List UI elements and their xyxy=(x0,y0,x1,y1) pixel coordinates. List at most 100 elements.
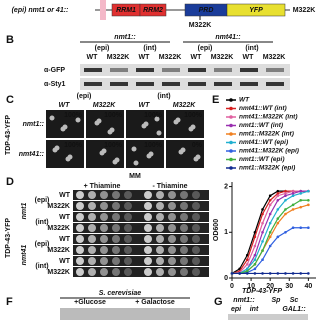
legend-marker xyxy=(229,149,233,153)
title-label: TDP-43-YFP xyxy=(242,288,282,295)
point xyxy=(284,194,287,198)
spot xyxy=(168,213,176,221)
point xyxy=(268,212,272,216)
legend-marker xyxy=(229,140,233,145)
plate-row xyxy=(73,245,209,255)
point xyxy=(276,198,280,202)
strain-label: WT xyxy=(59,258,71,265)
percent-label: 100% xyxy=(64,142,83,149)
panel-letter: F xyxy=(6,296,13,308)
spot xyxy=(112,257,120,265)
blot xyxy=(80,64,290,76)
cell xyxy=(107,129,113,135)
spot xyxy=(112,202,120,210)
spot xyxy=(180,202,188,210)
point xyxy=(299,198,303,202)
point xyxy=(276,235,280,239)
plate-row xyxy=(73,267,209,277)
plate xyxy=(228,314,308,320)
legend-marker xyxy=(229,132,233,136)
spot xyxy=(144,213,152,221)
spot xyxy=(76,235,84,243)
subgroup-label: (epi) xyxy=(77,93,92,100)
point xyxy=(245,269,249,273)
spot xyxy=(76,213,84,221)
point xyxy=(268,194,272,198)
point xyxy=(284,272,287,275)
spot xyxy=(156,213,164,221)
band xyxy=(136,82,154,86)
percent-label: 100% xyxy=(104,112,123,119)
lane-label: WT xyxy=(87,54,99,61)
lane-label: WT xyxy=(191,54,203,61)
panel-letter: D xyxy=(6,176,14,188)
point xyxy=(268,244,272,248)
spot xyxy=(156,191,164,199)
band xyxy=(110,82,128,86)
spot xyxy=(156,202,164,210)
point xyxy=(307,203,310,207)
point xyxy=(261,208,264,211)
band xyxy=(84,68,102,72)
spot xyxy=(124,246,132,254)
column-label: M322K xyxy=(93,102,117,109)
point xyxy=(253,244,257,248)
band xyxy=(188,82,206,86)
blot-label: α-GFP xyxy=(44,67,65,74)
legend-label: nmt1::M322K (int) xyxy=(239,131,294,138)
strain-label: M322K xyxy=(47,269,70,276)
point xyxy=(261,212,264,216)
spot xyxy=(100,202,108,210)
lane-label: M322K xyxy=(107,54,130,61)
spot xyxy=(144,224,152,232)
spot xyxy=(112,268,120,276)
domain-box xyxy=(139,3,167,17)
spot xyxy=(76,191,84,199)
row-label: (epi) xyxy=(35,197,50,204)
point xyxy=(276,192,280,195)
point xyxy=(261,221,264,225)
y-axis-label: OD600 xyxy=(213,219,220,241)
spot xyxy=(180,246,188,254)
spot xyxy=(144,235,152,243)
point xyxy=(276,221,280,225)
cell xyxy=(133,160,139,166)
point xyxy=(276,189,280,193)
label: Sc xyxy=(290,297,299,304)
panel-letter: E xyxy=(212,94,219,106)
spot xyxy=(124,235,132,243)
legend-label: nmt1::WT (epi) xyxy=(239,156,285,163)
legend-label: WT xyxy=(239,97,250,104)
point xyxy=(268,198,272,202)
band xyxy=(240,68,258,72)
point xyxy=(253,272,257,275)
point xyxy=(245,272,249,275)
condition-label: - Thiamine xyxy=(152,183,187,190)
point xyxy=(268,203,272,207)
row-label: nmt1:: xyxy=(23,121,44,128)
point xyxy=(284,192,287,195)
spot xyxy=(100,246,108,254)
spot xyxy=(144,268,152,276)
micrograph xyxy=(86,110,124,138)
point xyxy=(307,226,310,230)
blot xyxy=(80,78,290,90)
series-line xyxy=(232,227,309,275)
spot xyxy=(168,202,176,210)
spot xyxy=(88,235,96,243)
condition-label: + Thiamine xyxy=(84,183,121,190)
column-label: M322K xyxy=(173,102,197,109)
group-label: nmt41 xyxy=(21,245,28,266)
band xyxy=(110,68,128,72)
micrograph xyxy=(166,140,204,168)
side-label: TDP-43-YFP xyxy=(5,218,12,258)
point xyxy=(307,189,310,193)
subgroup-label: (int) xyxy=(143,45,156,52)
point xyxy=(253,258,257,262)
spot xyxy=(100,268,108,276)
point xyxy=(307,198,310,202)
point xyxy=(291,189,295,193)
spot xyxy=(112,246,120,254)
micrograph xyxy=(46,110,84,138)
cell xyxy=(60,126,66,132)
